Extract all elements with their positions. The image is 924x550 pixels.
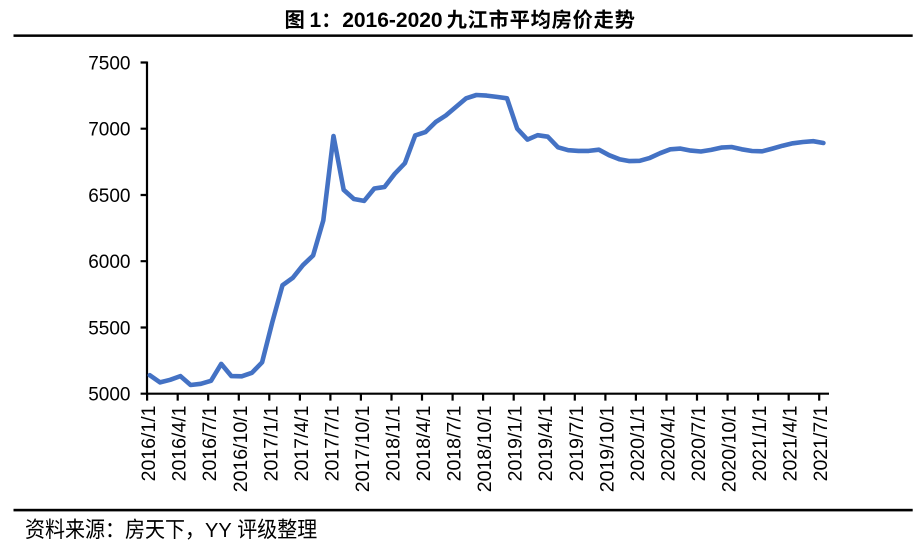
svg-text:2021/4/1: 2021/4/1 [780,406,802,482]
svg-text:2019/4/1: 2019/4/1 [535,406,557,482]
svg-text:2017/1/1: 2017/1/1 [260,406,282,482]
svg-text:2016/10/1: 2016/10/1 [230,406,252,493]
svg-text:2017/7/1: 2017/7/1 [321,406,343,482]
svg-text:2017/10/1: 2017/10/1 [352,406,374,493]
svg-text:YY: YY [205,520,232,542]
svg-text:2016-2020: 2016-2020 [342,9,442,32]
svg-text:2021/1/1: 2021/1/1 [749,406,771,482]
svg-text:2020/1/1: 2020/1/1 [627,406,649,482]
svg-text:2018/10/1: 2018/10/1 [474,406,496,493]
svg-text:7500: 7500 [88,53,130,74]
svg-text:2016/7/1: 2016/7/1 [199,406,221,482]
svg-text:5000: 5000 [88,385,130,406]
svg-text:2019/1/1: 2019/1/1 [505,406,527,482]
svg-text:2020/10/1: 2020/10/1 [719,406,741,493]
svg-text:2018/7/1: 2018/7/1 [444,406,466,482]
svg-text:5500: 5500 [88,318,130,339]
svg-text:6500: 6500 [88,186,130,207]
svg-text:2019/10/1: 2019/10/1 [596,406,618,493]
svg-text:2020/7/1: 2020/7/1 [688,406,710,482]
svg-text:7000: 7000 [88,120,130,141]
svg-text:2018/1/1: 2018/1/1 [383,406,405,482]
svg-text:2016/1/1: 2016/1/1 [138,406,160,482]
svg-text:2019/7/1: 2019/7/1 [566,406,588,482]
svg-text:2016/4/1: 2016/4/1 [169,406,191,482]
svg-text:1: 1 [310,9,322,32]
svg-text:2017/4/1: 2017/4/1 [291,406,313,482]
svg-text:2018/4/1: 2018/4/1 [413,406,435,482]
svg-text:6000: 6000 [88,252,130,273]
svg-text:2020/4/1: 2020/4/1 [658,406,680,482]
svg-text:2021/7/1: 2021/7/1 [810,406,832,482]
